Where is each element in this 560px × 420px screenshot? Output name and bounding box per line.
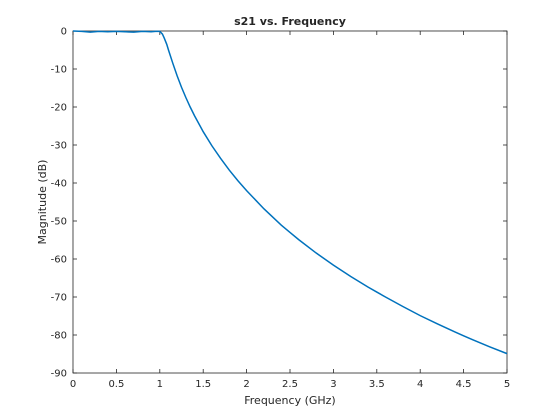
x-tick-label: 0.5: [108, 379, 124, 390]
series-layer: [72, 30, 508, 355]
x-axis-label: Frequency (GHz): [244, 394, 335, 407]
y-tick-label: -20: [51, 103, 67, 114]
ticks: 0 0.5 1 1.5 2 2.5 3 3.5 4 4.5 5 0 -10 -20 -30 -40 -50 -60…: [51, 27, 511, 391]
y-tick-label: 0: [61, 27, 67, 38]
y-tick-label: -70: [51, 293, 67, 304]
y-tick-label: -50: [51, 217, 67, 228]
y-axis-label: Magnitude (dB): [36, 160, 49, 245]
x-tick-label: 0: [70, 379, 76, 390]
y-tick-label: -10: [51, 65, 67, 76]
x-tick-label: 1: [157, 379, 163, 390]
y-tick-label: -60: [51, 255, 67, 266]
y-tick-label: -90: [51, 369, 67, 380]
x-tick-label: 4.5: [456, 379, 472, 390]
y-tick-label: -40: [51, 179, 67, 190]
x-tick-label: 3: [330, 379, 336, 390]
series-line-s21: [72, 30, 508, 355]
x-tick-label: 4: [417, 379, 423, 390]
y-tick-label: -80: [51, 331, 67, 342]
x-tick-label: 3.5: [369, 379, 385, 390]
y-tick-label: -30: [51, 141, 67, 152]
x-tick-label: 2: [243, 379, 249, 390]
x-tick-label: 2.5: [282, 379, 298, 390]
x-tick-label: 5: [504, 379, 510, 390]
x-tick-label: 1.5: [195, 379, 211, 390]
plot-area: [72, 30, 508, 374]
chart-title: s21 vs. Frequency: [234, 15, 346, 28]
